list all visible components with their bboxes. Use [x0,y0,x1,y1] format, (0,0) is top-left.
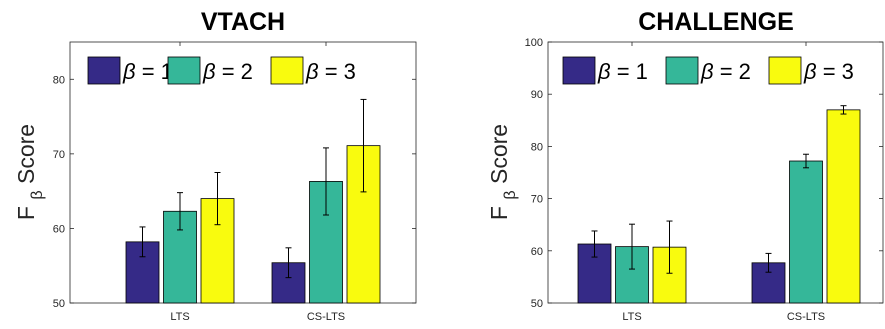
legend-swatch [562,56,596,85]
x-tick-label: LTS [170,311,189,323]
y-tick-label: 80 [531,141,543,153]
x-tick-label: CS-LTS [787,311,825,323]
y-tick-label: 90 [531,89,543,101]
y-tick-label: 50 [531,298,543,310]
legend-label-symbol: β [202,59,216,84]
y-tick-label: 60 [53,223,65,235]
y-axis-label-sub: β [29,190,46,199]
plot-frame [69,41,417,304]
y-tick-label: 60 [531,246,543,258]
y-tick-label: 100 [525,37,543,49]
legend-label-value: = 3 [319,59,356,84]
bar [826,109,861,304]
legend-label-symbol: β [305,59,319,84]
y-tick-label: 70 [53,149,65,161]
legend-label-value: = 1 [611,59,648,84]
legend-label: β = 2 [202,59,253,84]
x-tick-label: CS-LTS [307,311,345,323]
legend-label-symbol: β [597,59,611,84]
y-tick-label: 80 [53,74,65,86]
chart-title: VTACH [201,8,285,36]
y-axis-label-rest: Score [13,124,39,190]
y-axis-label: F β Score [13,124,46,220]
bar [789,160,823,304]
y-axis-label: F β Score [486,124,519,220]
chart-2: CHALLENGE 50 60 70 80 90 100 F β Score LTS CS-LTS… [486,8,884,323]
legend-swatch [270,56,304,85]
bar [163,210,197,304]
y-axis-label-main: F [486,200,512,220]
x-tick-label: LTS [622,311,641,323]
y-axis-label-rest: Score [486,124,512,190]
legend-label-value: = 1 [136,59,173,84]
chart-title: CHALLENGE [638,8,794,36]
y-axis-label-sub: β [502,190,519,199]
legend-label-symbol: β [122,59,136,84]
legend-label-value: = 3 [817,59,854,84]
legend-label-symbol: β [803,59,817,84]
legend-label: β = 3 [803,59,854,84]
legend-label: β = 1 [122,59,173,84]
y-axis-label-main: F [13,200,39,220]
y-tick-label: 50 [53,298,65,310]
legend-label: β = 3 [305,59,356,84]
legend-label: β = 2 [700,59,751,84]
y-tick-label: 70 [531,194,543,206]
legend-swatch [768,56,802,85]
legend-label-value: = 2 [216,59,253,84]
plot-frame [547,41,884,304]
legend-label-symbol: β [700,59,714,84]
legend-swatch [167,56,201,85]
legend-label: β = 1 [597,59,648,84]
legend-label-value: = 2 [714,59,751,84]
legend-swatch [665,56,699,85]
legend-swatch [87,56,121,85]
